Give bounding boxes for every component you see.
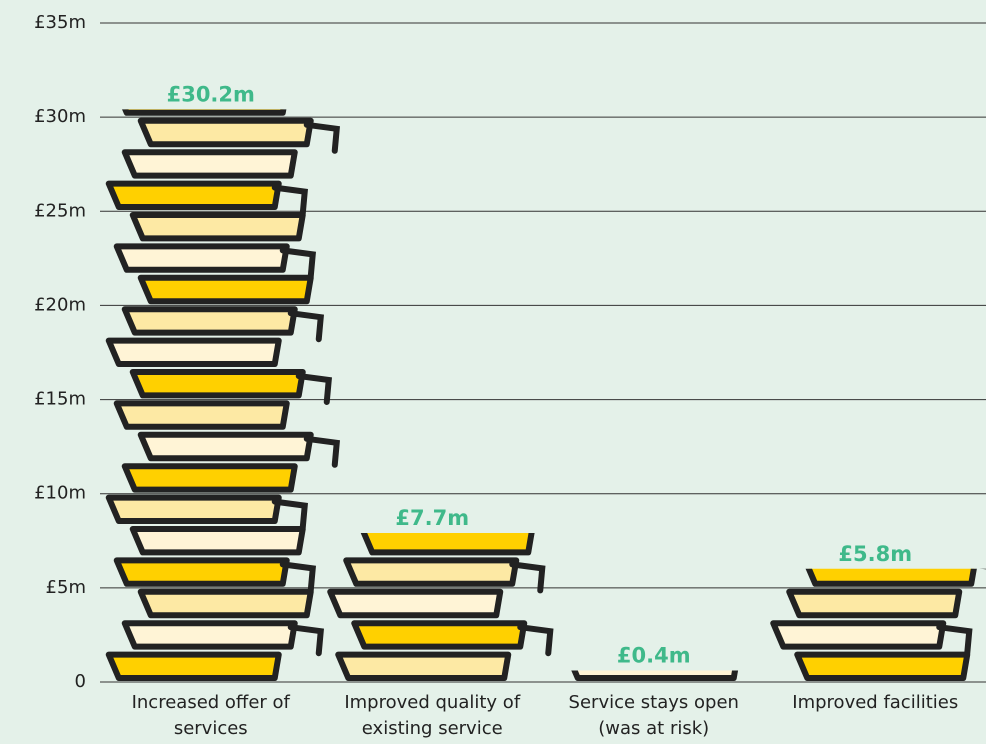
box-flap	[271, 498, 308, 531]
y-tick-label: £20m	[34, 294, 86, 315]
value-label: £0.4m	[617, 643, 691, 667]
box-flap	[504, 502, 534, 528]
box-slab	[105, 180, 282, 210]
box-slab	[129, 369, 306, 399]
box-slab	[770, 620, 947, 650]
box-slab	[794, 651, 971, 681]
box-slab	[133, 58, 303, 81]
box-slab	[137, 117, 314, 148]
box-slab	[121, 306, 298, 336]
box-slab	[137, 588, 314, 619]
y-tick-label: £5m	[46, 577, 86, 598]
box-slab	[121, 149, 298, 179]
bar	[770, 568, 986, 681]
bar	[327, 502, 554, 681]
box-slab	[129, 212, 306, 242]
box-slab	[805, 568, 977, 587]
box-slab	[113, 243, 290, 273]
box-slab	[571, 670, 739, 681]
box-slab	[129, 526, 306, 556]
box-slab	[122, 109, 287, 116]
box-slab	[121, 620, 298, 650]
box-slab	[786, 588, 963, 619]
box-slab	[360, 533, 535, 556]
box-slab	[105, 494, 282, 524]
box-flap	[517, 624, 554, 657]
box-slab	[121, 463, 298, 493]
y-tick-label: £30m	[34, 106, 86, 127]
box-slab	[343, 557, 520, 587]
box-slab	[113, 557, 290, 587]
box-slab	[327, 588, 504, 619]
box-flap	[279, 561, 316, 594]
box-slab	[137, 274, 314, 305]
x-tick-label: Service stays open (was at risk)	[568, 692, 739, 739]
y-tick-label: £15m	[34, 389, 86, 410]
box-flap	[299, 62, 329, 88]
y-tick-label: 0	[75, 671, 86, 692]
value-label: £7.7m	[395, 506, 469, 530]
x-tick-label: Improved facilities	[792, 692, 959, 713]
bar	[105, 58, 340, 681]
box-flap	[303, 121, 340, 154]
y-tick-label: £35m	[34, 12, 86, 33]
box-slab	[137, 431, 314, 462]
value-label: £5.8m	[838, 542, 912, 566]
box-slab	[113, 400, 290, 430]
x-tick-label: Improved quality of existing service	[344, 692, 521, 739]
box-flap	[279, 247, 316, 280]
box-slab	[105, 337, 282, 367]
box-flap	[936, 624, 973, 657]
box-flap	[287, 310, 324, 343]
box-flap	[509, 561, 546, 594]
box-slab	[335, 651, 512, 681]
box-flap	[295, 373, 332, 405]
box-flap	[271, 184, 308, 217]
box-flap	[303, 435, 340, 468]
box-slab	[105, 651, 282, 681]
box-flap	[287, 624, 324, 657]
x-tick-label: Increased offer of services	[131, 692, 290, 739]
value-label: £30.2m	[167, 82, 255, 106]
y-tick-label: £10m	[34, 483, 86, 504]
box-slab	[351, 620, 528, 650]
y-tick-label: £25m	[34, 200, 86, 221]
bar	[571, 670, 739, 681]
